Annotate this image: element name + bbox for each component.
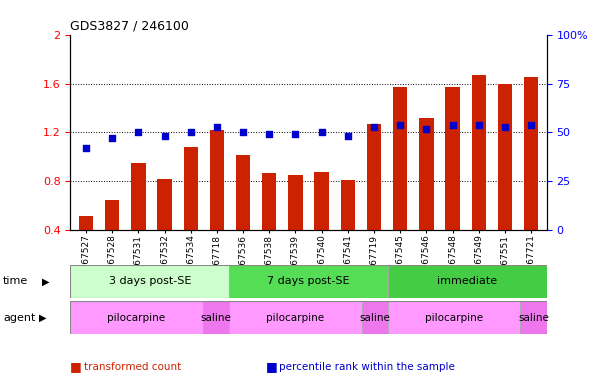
Bar xyxy=(262,173,276,230)
Text: ▶: ▶ xyxy=(42,276,49,286)
Point xyxy=(159,133,169,139)
Bar xyxy=(367,124,381,230)
Point xyxy=(500,124,510,130)
Point xyxy=(81,145,91,151)
Text: saline: saline xyxy=(518,313,549,323)
Point xyxy=(343,133,353,139)
Bar xyxy=(445,87,459,230)
Text: pilocarpine: pilocarpine xyxy=(425,313,483,323)
Text: pilocarpine: pilocarpine xyxy=(266,313,324,323)
Point xyxy=(212,124,222,130)
Text: 7 days post-SE: 7 days post-SE xyxy=(267,276,350,286)
Text: time: time xyxy=(3,276,28,286)
Text: agent: agent xyxy=(3,313,35,323)
Point xyxy=(526,122,536,128)
Point xyxy=(316,129,326,136)
Point xyxy=(474,122,484,128)
Point xyxy=(108,135,117,141)
Text: ■: ■ xyxy=(70,360,82,373)
Point xyxy=(238,129,248,136)
Text: ■: ■ xyxy=(266,360,277,373)
Text: transformed count: transformed count xyxy=(84,362,181,372)
Point xyxy=(186,129,196,136)
Bar xyxy=(388,265,547,298)
Point xyxy=(369,124,379,130)
Bar xyxy=(341,180,355,230)
Point xyxy=(133,129,143,136)
Text: saline: saline xyxy=(359,313,390,323)
Bar xyxy=(183,147,198,230)
Bar xyxy=(315,172,329,230)
Text: 3 days post-SE: 3 days post-SE xyxy=(109,276,191,286)
Bar xyxy=(210,130,224,230)
Bar xyxy=(158,179,172,230)
Point xyxy=(291,131,301,137)
Bar xyxy=(79,216,93,230)
Bar xyxy=(70,301,203,334)
Bar xyxy=(288,175,302,230)
Bar xyxy=(203,301,229,334)
Text: pilocarpine: pilocarpine xyxy=(108,313,166,323)
Bar xyxy=(524,78,538,230)
Bar xyxy=(388,301,521,334)
Text: immediate: immediate xyxy=(437,276,497,286)
Point xyxy=(395,122,405,128)
Bar xyxy=(105,200,119,230)
Bar xyxy=(229,301,362,334)
Bar xyxy=(472,75,486,230)
Bar xyxy=(362,301,388,334)
Bar xyxy=(393,87,408,230)
Text: GDS3827 / 246100: GDS3827 / 246100 xyxy=(70,19,189,32)
Bar xyxy=(236,154,251,230)
Text: ▶: ▶ xyxy=(38,313,46,323)
Point xyxy=(265,131,274,137)
Bar xyxy=(498,84,512,230)
Bar xyxy=(70,265,229,298)
Bar xyxy=(229,265,388,298)
Point xyxy=(422,126,431,132)
Bar xyxy=(521,301,547,334)
Bar xyxy=(419,118,434,230)
Text: percentile rank within the sample: percentile rank within the sample xyxy=(279,362,455,372)
Bar xyxy=(131,163,145,230)
Point xyxy=(448,122,458,128)
Text: saline: saline xyxy=(200,313,232,323)
